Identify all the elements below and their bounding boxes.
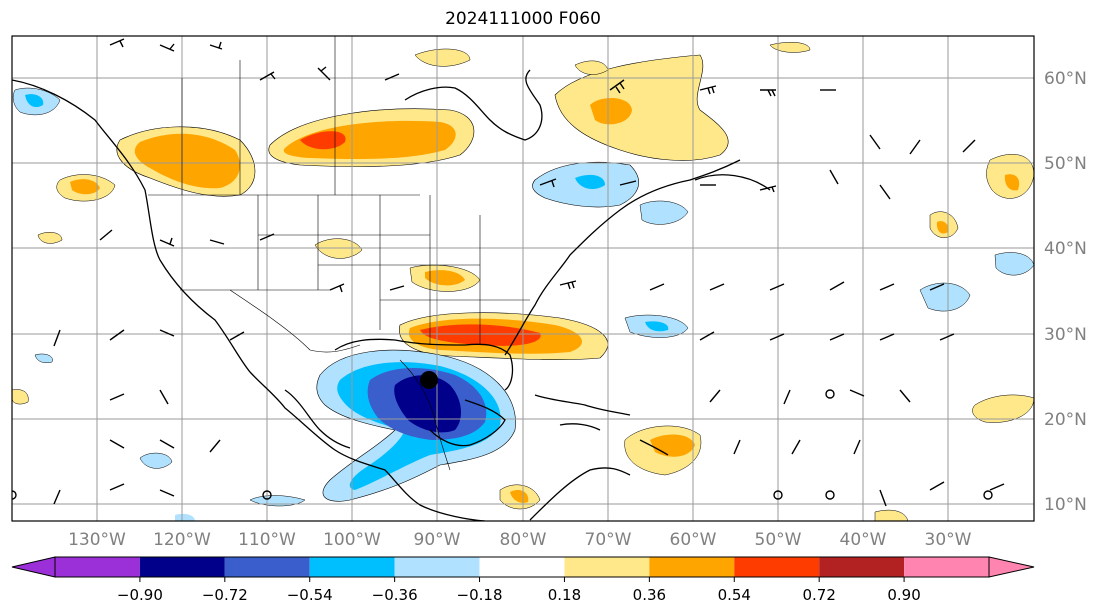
lon-label: 130°W <box>68 530 126 550</box>
calm-circles <box>12 389 993 500</box>
lon-label: 120°W <box>153 530 211 550</box>
lon-label: 60°W <box>670 530 717 550</box>
colorbar-tick-label: −0.18 <box>457 586 503 604</box>
lat-label: 30°N <box>1044 325 1087 345</box>
colorbar-segment <box>309 557 395 577</box>
map-title: 2024111000 F060 <box>445 9 601 29</box>
colorbar-tick-label: 0.18 <box>548 586 581 604</box>
storm-center-marker <box>420 371 438 389</box>
lon-label: 40°W <box>840 530 887 550</box>
colorbar-segment <box>819 557 905 577</box>
political-borders <box>148 36 530 471</box>
colorbar-segment <box>734 557 820 577</box>
colorbar-segment <box>394 557 480 577</box>
lat-label: 60°N <box>1044 69 1087 89</box>
colorbar-segment <box>904 557 989 577</box>
colorbar-tick-label: −0.72 <box>202 586 248 604</box>
colorbar-segment <box>649 557 735 577</box>
lat-label: 20°N <box>1044 410 1087 430</box>
gridlines <box>12 36 1034 521</box>
coastlines <box>12 69 771 521</box>
colorbar-segments <box>55 557 989 577</box>
colorbar-segment <box>139 557 225 577</box>
longitude-labels: 130°W 120°W 110°W 100°W 90°W 80°W 70°W 6… <box>68 530 972 550</box>
lon-label: 30°W <box>925 530 972 550</box>
map-frame <box>11 35 1035 522</box>
colorbar-segment <box>224 557 310 577</box>
colorbar-tick-label: −0.90 <box>117 586 163 604</box>
lon-label: 50°W <box>755 530 802 550</box>
lon-label: 90°W <box>414 530 461 550</box>
colorbar-tick-label: 0.72 <box>802 586 835 604</box>
colorbar-extend-max <box>988 556 1035 578</box>
colorbar-segment <box>564 557 650 577</box>
wind-barbs <box>53 38 1005 507</box>
lon-label: 100°W <box>323 530 381 550</box>
lat-label: 50°N <box>1044 154 1087 174</box>
colorbar-tick-label: −0.36 <box>372 586 418 604</box>
colorbar-outline <box>54 556 990 578</box>
lon-label: 110°W <box>238 530 296 550</box>
colorbar-tick-label: −0.54 <box>287 586 333 604</box>
lon-label: 70°W <box>585 530 632 550</box>
colorbar-segment <box>479 557 565 577</box>
colorbar-tick-label: 0.54 <box>718 586 751 604</box>
colorbar: −0.90 −0.72 −0.54 −0.36 −0.18 0.18 0.36 0.54 0.7… <box>11 556 1035 604</box>
colorbar-tick-label: 0.36 <box>633 586 666 604</box>
colorbar-extend-min <box>11 556 56 578</box>
colorbar-segment <box>55 557 140 577</box>
lat-label: 10°N <box>1044 495 1087 515</box>
colorbar-ticks: −0.90 −0.72 −0.54 −0.36 −0.18 0.18 0.36 0.54 0.7… <box>117 577 921 604</box>
latitude-labels: 60°N 50°N 40°N 30°N 20°N 10°N <box>1044 69 1087 515</box>
lat-label: 40°N <box>1044 239 1087 259</box>
colorbar-tick-label: 0.90 <box>887 586 920 604</box>
lon-label: 80°W <box>500 530 547 550</box>
